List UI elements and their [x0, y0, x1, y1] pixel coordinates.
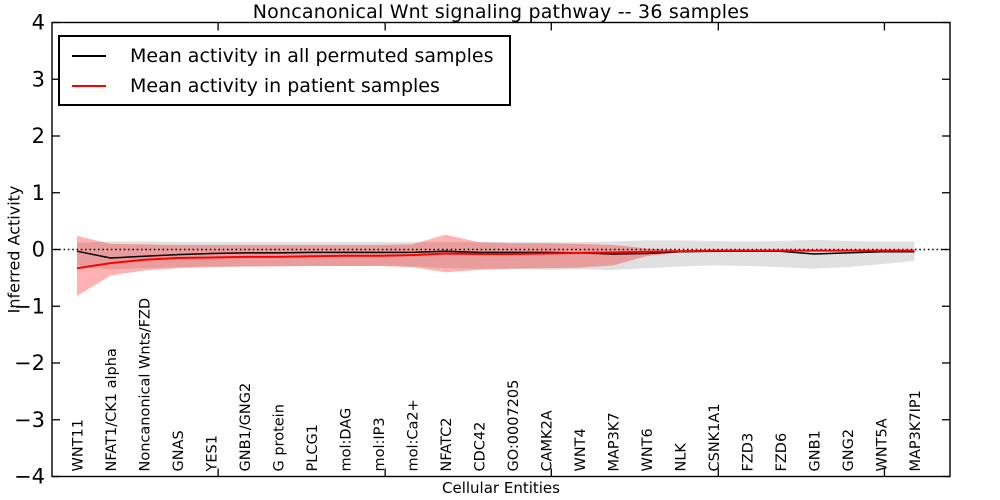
x-category-label: G protein: [272, 404, 288, 471]
x-category-label: GNG2: [841, 429, 857, 472]
x-category-label: mol:Ca2+: [406, 399, 422, 471]
x-category-label: WNT6: [640, 428, 656, 471]
y-tick-label: 2: [32, 124, 45, 148]
legend-item-permuted: Mean activity in all permuted samples: [72, 42, 493, 69]
patient-line-swatch: [72, 84, 106, 87]
legend-label-permuted: Mean activity in all permuted samples: [130, 44, 494, 67]
x-category-label: mol:IP3: [372, 417, 388, 471]
x-category-label: FZD6: [774, 433, 790, 472]
x-category-label: WNT4: [573, 428, 589, 471]
x-category-label: WNT5A: [875, 418, 891, 471]
x-category-label: mol:DAG: [339, 408, 355, 472]
x-category-label: NFATC2: [439, 417, 455, 471]
x-category-label: CDC42: [473, 422, 489, 472]
permuted-line-swatch: [72, 54, 106, 57]
x-category-label: Noncanonical Wnts/FZD: [138, 298, 154, 472]
x-category-label: WNT11: [71, 419, 87, 472]
y-tick-label: 0: [32, 238, 45, 262]
patient-mean-line: [76, 249, 915, 270]
y-tick-label: −4: [14, 465, 45, 489]
x-category-label: PLCG1: [305, 424, 321, 471]
chart-title: Noncanonical Wnt signaling pathway -- 36…: [252, 1, 750, 23]
x-category-label: YES1: [205, 435, 221, 472]
legend: Mean activity in all permuted samples Me…: [58, 35, 512, 106]
legend-item-patient: Mean activity in patient samples: [72, 72, 493, 99]
x-category-label: NLK: [674, 443, 690, 472]
x-category-label: FZD3: [741, 433, 757, 472]
x-category-label: CSNK1A1: [707, 403, 723, 471]
y-tick-label: 3: [32, 67, 45, 91]
x-category-label: MAP3K7: [607, 412, 623, 471]
x-axis-label: Cellular Entities: [442, 479, 560, 497]
x-category-label: MAP3K7IP1: [908, 390, 924, 471]
y-tick-label: 4: [32, 11, 45, 35]
x-category-label: GO:0007205: [506, 380, 522, 472]
x-category-label: CAMK2A: [540, 410, 556, 471]
y-tick-label: −2: [14, 351, 45, 375]
y-tick-label: −3: [14, 408, 45, 432]
y-tick-label: −1: [14, 294, 45, 318]
legend-label-patient: Mean activity in patient samples: [130, 74, 440, 97]
y-tick-label: 1: [32, 181, 45, 205]
x-category-label: GNAS: [171, 430, 187, 471]
x-category-label: GNB1/GNG2: [238, 383, 254, 472]
x-category-label: GNB1: [808, 430, 824, 471]
x-category-label: NFAT1/CK1 alpha: [104, 348, 120, 471]
y-axis-label: Inferred Activity: [4, 185, 24, 314]
